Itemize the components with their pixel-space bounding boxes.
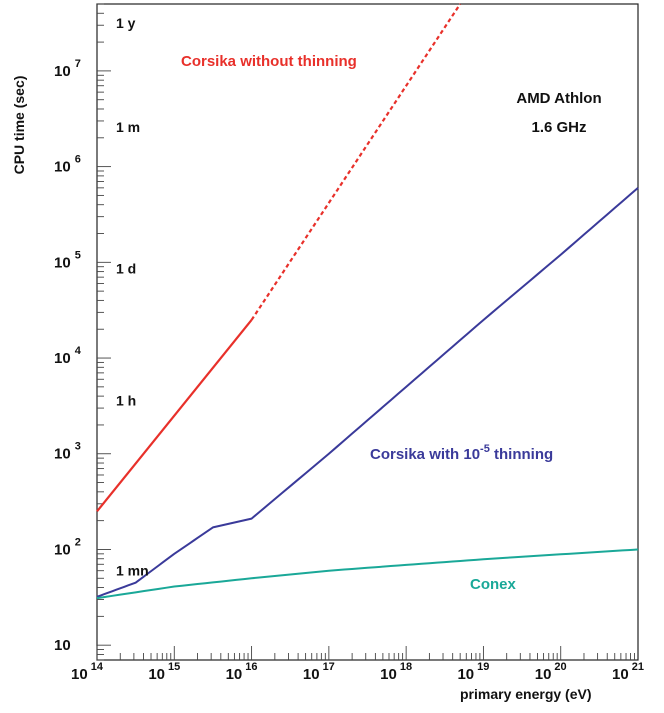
x-tick-exponent: 20 [554,661,566,673]
series-line-corsika-thinning [97,188,638,597]
y-tick-exponent: 6 [75,154,81,166]
x-tick-label: 10 14 [71,661,104,683]
x-tick-label: 10 20 [535,661,567,683]
series-line-corsika-without-thinning-solid [97,320,252,511]
x-tick-exponent: 21 [632,661,644,673]
y-tick-base: 10 [54,350,71,367]
x-tick-label: 10 17 [303,661,335,683]
x-tick-exponent: 15 [168,661,180,673]
x-axis-title: primary energy (eV) [460,686,592,702]
y-tick-exponent: 5 [75,249,81,261]
y-tick-base: 10 [54,637,71,654]
y-tick-exponent: 4 [75,345,82,357]
x-tick-base: 10 [226,666,243,683]
y-tick-label: 10 6 [54,154,81,176]
x-tick-label: 10 16 [226,661,258,683]
y-tick-label: 10 5 [54,249,81,271]
time-marker-label: 1 mn [116,563,149,579]
y-tick-label: 10 [54,637,71,654]
y-tick-base: 10 [54,63,71,80]
x-tick-base: 10 [535,666,552,683]
x-tick-label: 10 21 [612,661,644,683]
series-line-conex [97,549,638,598]
y-tick-label: 10 4 [54,345,82,367]
y-tick-base: 10 [54,541,71,558]
y-tick-base: 10 [54,446,71,463]
series-label-corsika-thinning-exp: -5 [480,443,490,455]
x-tick-base: 10 [148,666,165,683]
x-tick-exponent: 14 [91,661,104,673]
y-tick-label: 10 2 [54,536,81,558]
series-label-corsika-without-thinning: Corsika without thinning [181,53,357,70]
time-marker-label: 1 y [116,15,136,31]
y-tick-base: 10 [54,159,71,176]
x-tick-base: 10 [380,666,397,683]
series-line-corsika-without-thinning-dashed [252,4,461,320]
time-marker-label: 1 m [116,119,140,135]
series-label-corsika-thinning: Corsika with 10-5 thinning [370,443,553,463]
y-tick-exponent: 7 [75,58,81,70]
y-tick-exponent: 2 [75,536,81,548]
y-tick-exponent: 3 [75,441,81,453]
x-tick-base: 10 [612,666,629,683]
y-axis-title: CPU time (sec) [11,76,27,175]
x-tick-exponent: 17 [323,661,335,673]
time-marker-label: 1 d [116,260,136,276]
x-tick-exponent: 16 [245,661,257,673]
x-tick-exponent: 18 [400,661,412,673]
x-tick-label: 10 19 [457,661,489,683]
y-tick-base: 10 [54,254,71,271]
series-label-conex: Conex [470,576,517,593]
x-tick-exponent: 19 [477,661,489,673]
series-label-corsika-thinning-suffix: thinning [490,446,553,463]
series-label-corsika-thinning-prefix: Corsika with 10 [370,446,480,463]
x-tick-label: 10 15 [148,661,180,683]
y-tick-label: 10 3 [54,441,81,463]
time-marker-label: 1 h [116,393,136,409]
x-tick-base: 10 [457,666,474,683]
x-tick-label: 10 18 [380,661,412,683]
x-tick-base: 10 [71,666,88,683]
annotation-cpu-speed: 1.6 GHz [531,119,586,136]
annotation-cpu-model: AMD Athlon [516,90,601,107]
y-tick-label: 10 7 [54,58,81,80]
x-tick-base: 10 [303,666,320,683]
